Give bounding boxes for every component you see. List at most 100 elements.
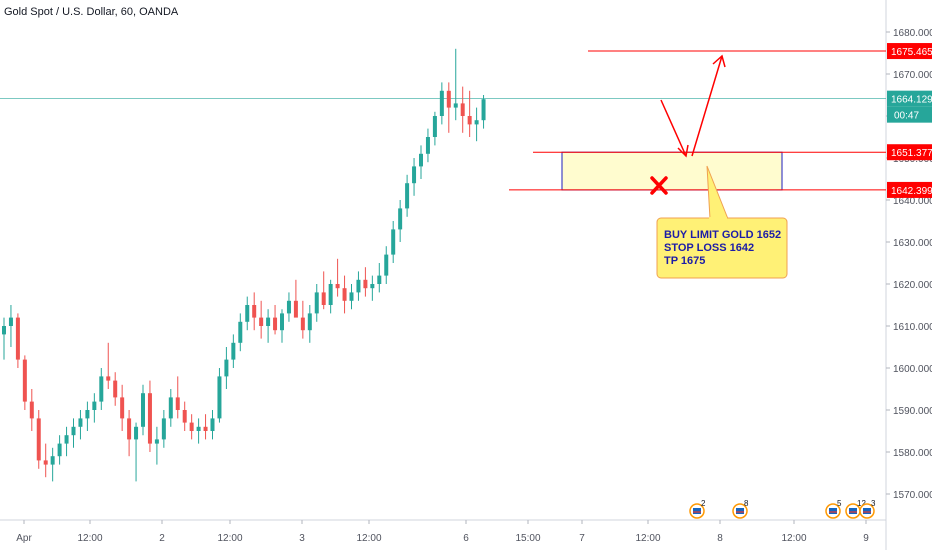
candle (446, 82, 451, 133)
x-tick-label: 15:00 (515, 533, 540, 544)
candle (453, 48, 458, 121)
candle-body (8, 317, 13, 326)
flag-icon (693, 508, 701, 514)
level-price-tag: 1642.399 (891, 186, 932, 197)
candle (252, 292, 257, 331)
economic-event-badge[interactable]: 5 (825, 499, 842, 519)
candle (280, 309, 284, 343)
candle-body (377, 275, 382, 284)
candle-body (266, 317, 271, 326)
candle (328, 279, 333, 314)
economic-event-badge[interactable]: 3 (859, 499, 876, 519)
candle (474, 107, 479, 142)
candle (405, 174, 410, 217)
level-price-tag-bg (887, 43, 932, 60)
callout-line: BUY LIMIT GOLD 1652 (664, 229, 781, 241)
candle (286, 292, 291, 322)
candle-body (405, 183, 410, 209)
candle (384, 246, 389, 284)
candle-body (273, 317, 278, 331)
candle-body (154, 439, 159, 444)
candle (259, 300, 264, 339)
y-tick-label: 1630.000 (893, 238, 932, 249)
candle-body (168, 397, 173, 419)
level-price-tag-bg (887, 181, 932, 198)
candle-body (245, 305, 250, 322)
candle (210, 410, 215, 440)
candle (141, 384, 145, 436)
x-tick-label: 2 (159, 533, 165, 544)
candle (439, 82, 444, 125)
candle (15, 313, 20, 368)
candle-body (439, 90, 444, 116)
x-tick-label: 7 (579, 533, 585, 544)
candle-body (453, 103, 458, 108)
candle (50, 447, 55, 482)
y-tick-label: 1680.000 (893, 28, 932, 39)
entry-zone-box (561, 151, 783, 191)
candle (266, 309, 271, 343)
candle (36, 410, 41, 469)
callout-line: STOP LOSS 1642 (664, 242, 754, 254)
candle-body (29, 401, 34, 419)
economic-event-badge[interactable]: 2 (689, 499, 706, 519)
candle-body (370, 284, 375, 289)
candle (147, 380, 152, 452)
candle-body (307, 313, 312, 331)
candle-body (446, 90, 451, 108)
arrow-head (677, 144, 689, 158)
candle-body (147, 393, 152, 444)
x-tick-label: 12:00 (635, 533, 660, 544)
candle (412, 158, 417, 196)
candle-body (335, 284, 340, 289)
arrow-shaft (691, 55, 723, 157)
candle (92, 393, 97, 423)
level-price-tag: 1651.377 (891, 148, 932, 159)
callout-joint (709, 217, 727, 220)
candle-body (43, 460, 48, 465)
candle-body (161, 418, 166, 440)
candle (419, 145, 423, 179)
candle (71, 418, 76, 448)
economic-event-badge[interactable]: 8 (732, 499, 749, 519)
candle-body (398, 208, 403, 230)
x-tick-label: 12:00 (77, 533, 102, 544)
candle-body (50, 456, 55, 465)
candle-body (210, 418, 215, 431)
candle-body (467, 116, 472, 125)
candle-body (92, 401, 97, 410)
flag-icon (849, 508, 857, 514)
candle (273, 305, 278, 335)
badge-count: 12 (857, 499, 866, 508)
candle-body (363, 279, 368, 289)
candle-body (113, 380, 118, 398)
candle (425, 128, 430, 163)
candle-body (231, 342, 236, 360)
y-tick-label: 1640.000 (893, 196, 932, 207)
candle-body (78, 418, 83, 427)
flag-icon (863, 508, 871, 514)
candle-body (419, 153, 423, 167)
candle (321, 271, 326, 310)
candle (342, 275, 347, 314)
y-tick-label: 1590.000 (893, 406, 932, 417)
candle (196, 418, 201, 444)
candle-body (85, 410, 90, 419)
candle-body (15, 317, 20, 360)
level-price-tag: 1675.465 (891, 47, 932, 58)
chart-title: Gold Spot / U.S. Dollar, 60, OANDA (4, 6, 179, 18)
candle-body (22, 359, 27, 402)
badge-count: 3 (871, 499, 876, 508)
candle-body (412, 166, 417, 184)
candle (356, 271, 361, 301)
x-tick-label: Apr (16, 533, 32, 544)
candle (217, 368, 222, 423)
candle-body (36, 418, 41, 461)
candle (29, 389, 34, 431)
candle (314, 284, 319, 322)
candle (78, 410, 83, 440)
candle-body (391, 229, 396, 255)
